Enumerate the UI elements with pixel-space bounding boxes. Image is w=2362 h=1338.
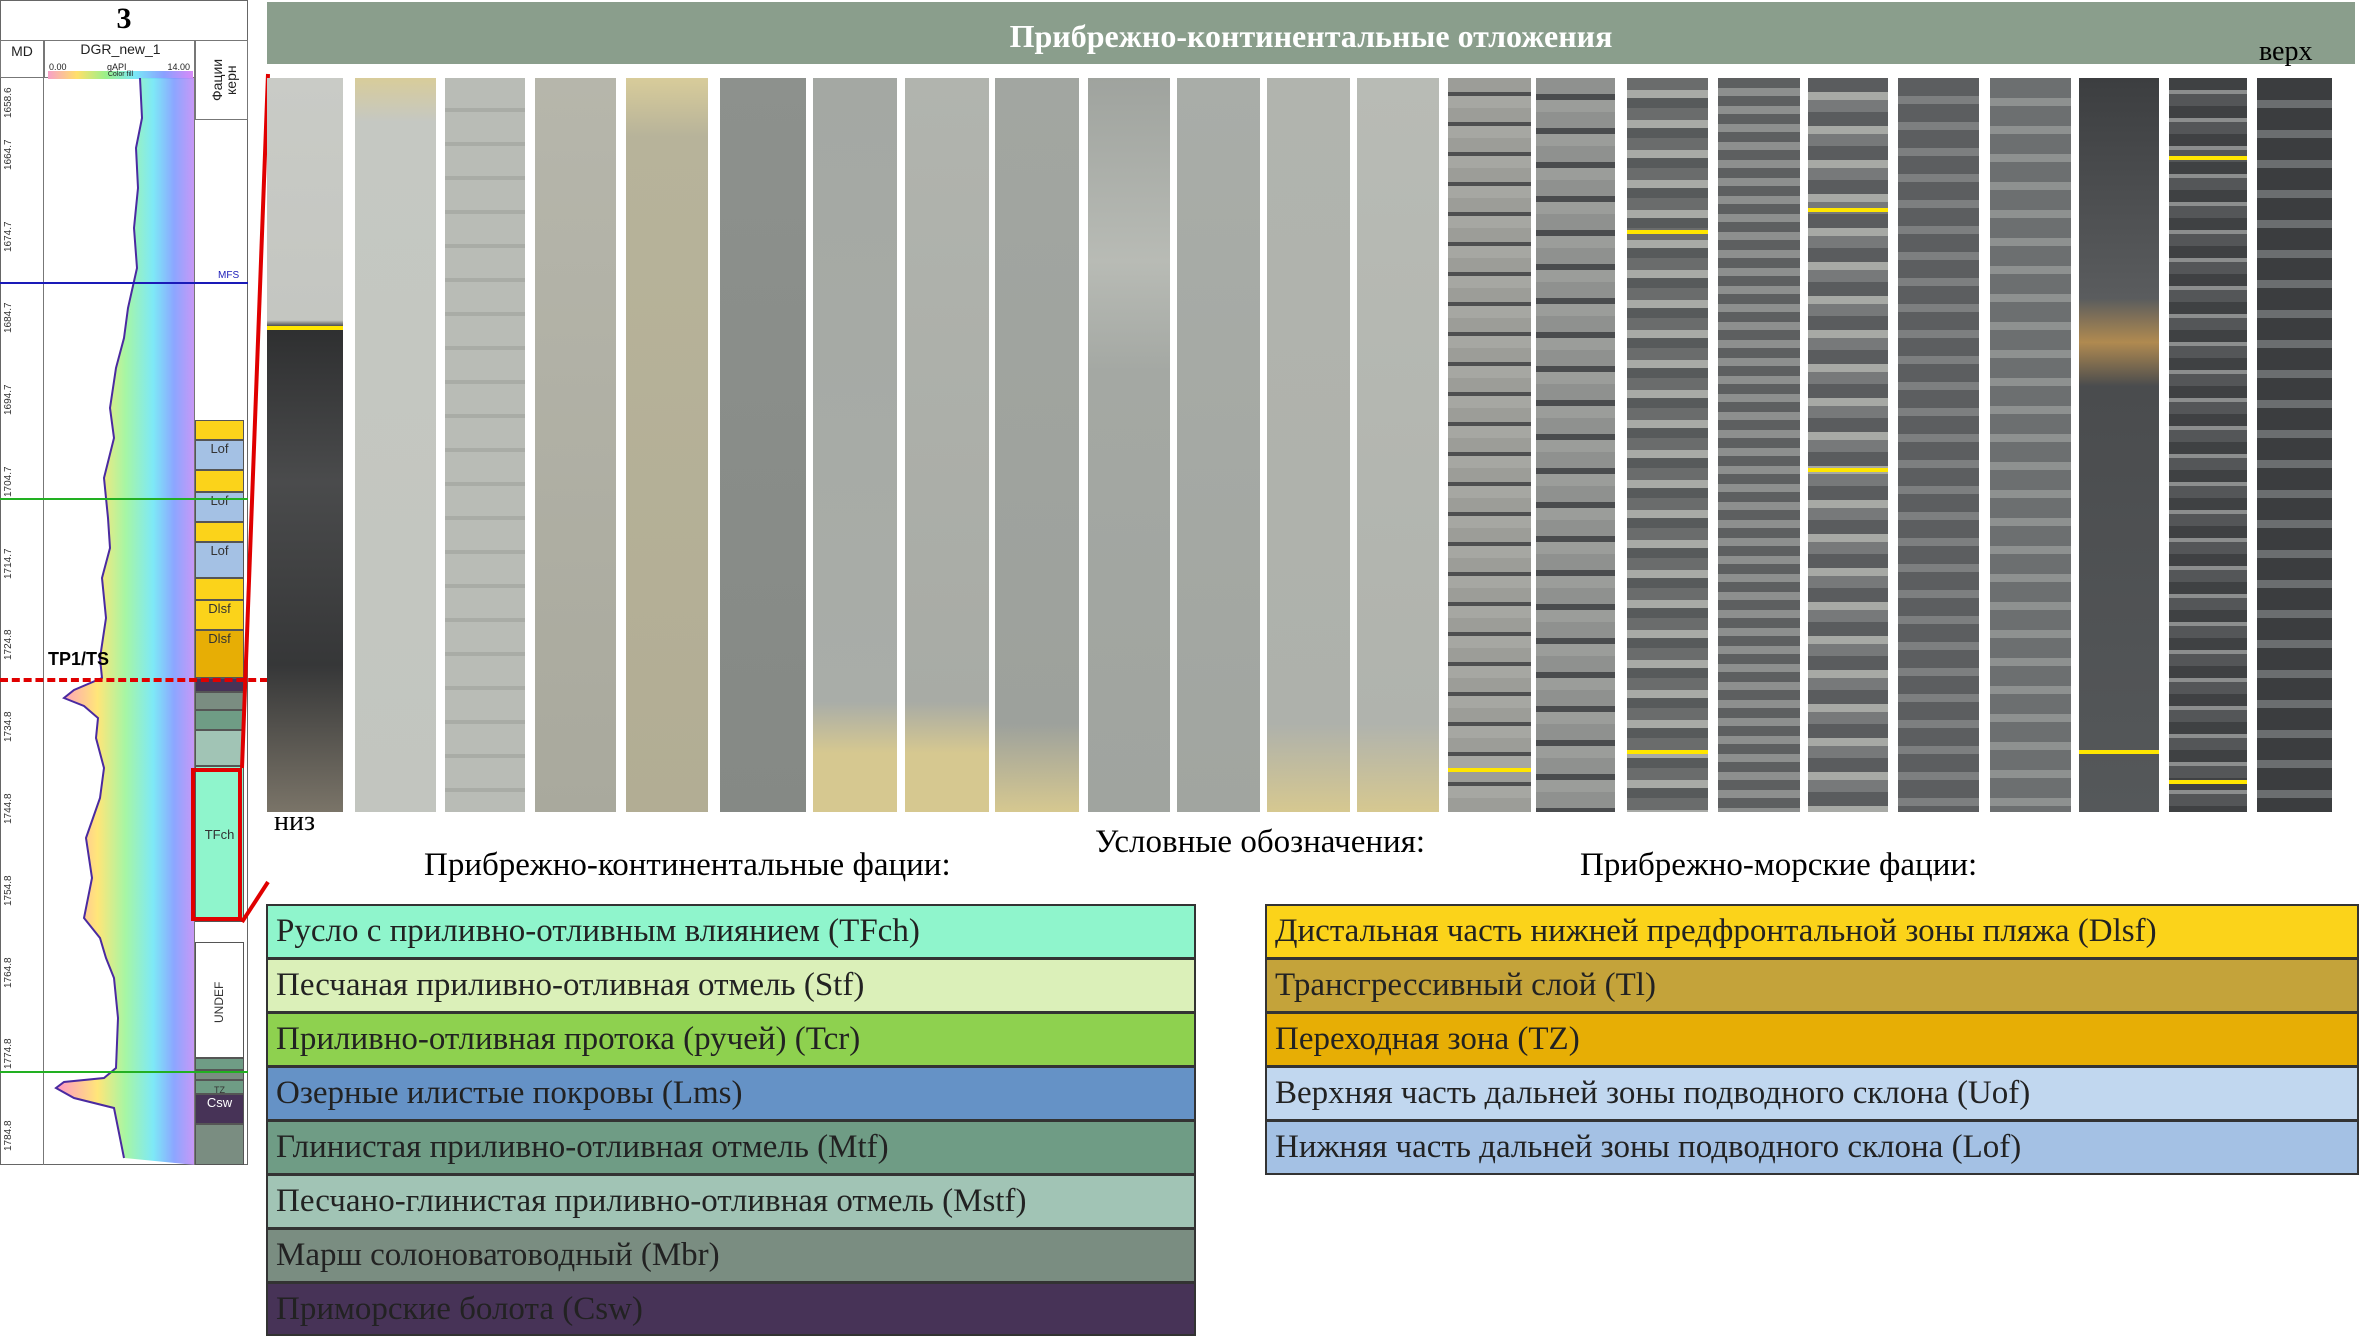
md-header: MD (0, 40, 44, 78)
cored-interval-box (191, 768, 242, 921)
facies-boundary-marker (2169, 156, 2247, 160)
core-column (1627, 78, 1708, 812)
facies-boundary-marker (1808, 208, 1888, 212)
core-column (445, 78, 525, 812)
facies-boundary-marker (1448, 768, 1531, 772)
continental-facies-title: Прибрежно-континентальные фации: (424, 847, 951, 883)
core-column (355, 78, 436, 812)
facies-track-header: Фации керн (195, 40, 248, 120)
core-column (2079, 78, 2159, 812)
core-column (267, 78, 343, 812)
surface-line (0, 498, 248, 500)
marine-facies-title: Прибрежно-морские фации: (1580, 847, 1978, 883)
facies-header-label: Фации керн (209, 58, 239, 102)
legend-item-mbr: Марш солоноватоводный (Mbr) (266, 1228, 1196, 1283)
facies-block-csw: Csw (195, 1094, 244, 1124)
facies-block (195, 420, 244, 440)
depth-track: 1658.6 1664.7 1674.7 1684.7 1694.7 1704.… (0, 78, 44, 1165)
mfs-surface-line (0, 282, 248, 284)
facies-block (195, 1124, 244, 1165)
surface-line (0, 1071, 248, 1073)
gr-curve-name: DGR_new_1 (80, 41, 161, 57)
core-column (813, 78, 897, 812)
well-number: 3 (116, 2, 132, 35)
core-column (626, 78, 708, 812)
facies-block (195, 578, 244, 600)
core-column (1267, 78, 1350, 812)
facies-block-lof: Lof (195, 542, 244, 578)
facies-boundary-marker (1627, 230, 1708, 234)
facies-block-lof: Lof (195, 440, 244, 470)
core-column (1536, 78, 1615, 812)
gr-color-fill-bar: Color fill (48, 71, 193, 79)
facies-block-tfch: TFch (195, 766, 244, 922)
facies-boundary-marker (2169, 780, 2247, 784)
core-column (720, 78, 806, 812)
core-column (1448, 78, 1531, 812)
legend-item-tfch: Русло с приливно-отливным влиянием (TFch… (266, 904, 1196, 959)
core-column (1718, 78, 1800, 812)
core-column (2257, 78, 2332, 812)
gamma-ray-curve (54, 78, 194, 1165)
facies-block (195, 1070, 244, 1080)
facies-block (195, 470, 244, 492)
facies-track: Lof Lof Lof Dlsf Dlsf TFch UNDEF TZ Csw (195, 120, 248, 1165)
ts-surface-line (0, 678, 268, 682)
facies-boundary-marker (267, 326, 343, 330)
facies-block (195, 1058, 244, 1070)
legend-item-stf: Песчаная приливно-отливная отмель (Stf) (266, 958, 1196, 1013)
ts-surface-label: TP1/TS (48, 649, 110, 669)
legend-item-lms: Озерные илистые покровы (Lms) (266, 1066, 1196, 1121)
core-column (1177, 78, 1260, 812)
facies-block (195, 522, 244, 542)
gr-scale-max: 14.00 (167, 62, 190, 72)
core-column (1088, 78, 1170, 812)
legend-item-mtf: Глинистая приливно-отливная отмель (Mtf) (266, 1120, 1196, 1175)
facies-boundary-marker (1808, 468, 1888, 472)
legend-item-dlsf: Дистальная часть нижней предфронтальной … (1265, 904, 2359, 959)
facies-block (195, 730, 244, 766)
gr-scale-unit: gAPI (107, 62, 127, 72)
facies-block-lof: Lof (195, 492, 244, 522)
facies-boundary-marker (2079, 750, 2159, 754)
core-column (995, 78, 1079, 812)
gr-track-header: DGR_new_1 0.00 gAPI 14.00 Color fill (44, 40, 195, 79)
legend-title: Условные обозначения: (1095, 824, 1426, 860)
legend-item-tz: Переходная зона (TZ) (1265, 1012, 2359, 1067)
legend-item-csw: Приморские болота (Csw) (266, 1282, 1196, 1336)
facies-block (195, 692, 244, 710)
gr-scale-min: 0.00 (49, 62, 67, 72)
facies-block (195, 710, 244, 730)
facies-boundary-marker (1627, 750, 1708, 754)
legend-item-mstf: Песчано-глинистая приливно-отливная отме… (266, 1174, 1196, 1229)
gamma-ray-track (44, 78, 195, 1165)
facies-block-tz: TZ (195, 1080, 244, 1095)
core-column (2169, 78, 2247, 812)
legend-item-lof: Нижняя часть дальней зоны подводного скл… (1265, 1120, 2359, 1175)
core-panel-title: Прибрежно-континентальные отложения (267, 2, 2355, 64)
facies-block-dlsf: Dlsf (195, 630, 244, 678)
zoom-connector-lines (240, 73, 270, 924)
mfs-surface-label: MFS (218, 270, 240, 281)
legend-item-tl: Трансгрессивный слой (Tl) (1265, 958, 2359, 1013)
core-column (905, 78, 989, 812)
legend-item-tcr: Приливно-отливная протока (ручей) (Tcr) (266, 1012, 1196, 1067)
core-column (535, 78, 616, 812)
facies-block-undef: UNDEF (195, 942, 244, 1058)
legend-item-uof: Верхняя часть дальней зоны подводного ск… (1265, 1066, 2359, 1121)
core-column (1357, 78, 1439, 812)
core-column (1990, 78, 2071, 812)
core-top-label: верх (2259, 36, 2313, 67)
core-column (1898, 78, 1979, 812)
facies-block-dlsf: Dlsf (195, 600, 244, 630)
core-column (1808, 78, 1888, 812)
